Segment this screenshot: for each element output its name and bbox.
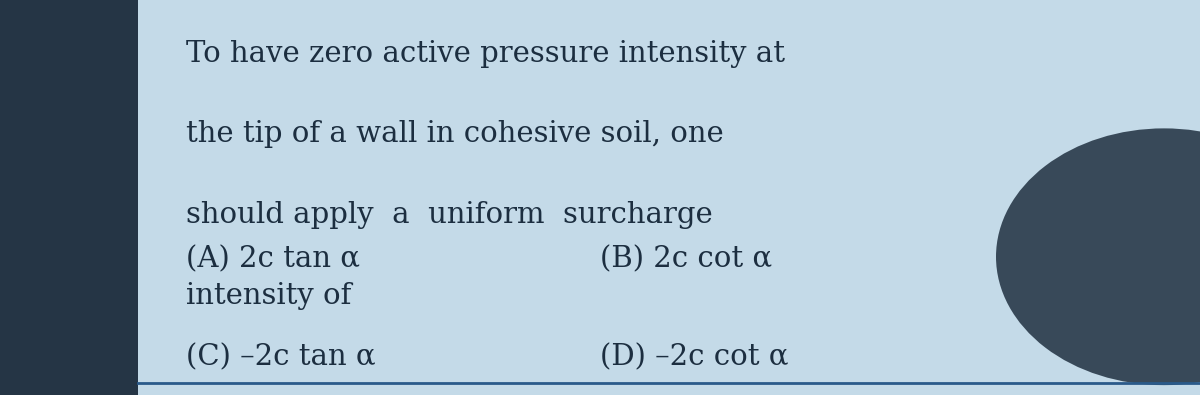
Text: (B) 2c cot α: (B) 2c cot α xyxy=(600,245,772,273)
Polygon shape xyxy=(0,0,138,395)
Text: (A) 2c tan α: (A) 2c tan α xyxy=(186,245,360,273)
Ellipse shape xyxy=(996,128,1200,385)
Text: (C) –2c tan α: (C) –2c tan α xyxy=(186,344,376,372)
Text: intensity of: intensity of xyxy=(186,282,352,310)
Text: To have zero active pressure intensity at: To have zero active pressure intensity a… xyxy=(186,40,785,68)
Text: should apply  a  uniform  surcharge: should apply a uniform surcharge xyxy=(186,201,713,229)
Text: (D) –2c cot α: (D) –2c cot α xyxy=(600,344,788,372)
Text: the tip of a wall in cohesive soil, one: the tip of a wall in cohesive soil, one xyxy=(186,120,724,149)
